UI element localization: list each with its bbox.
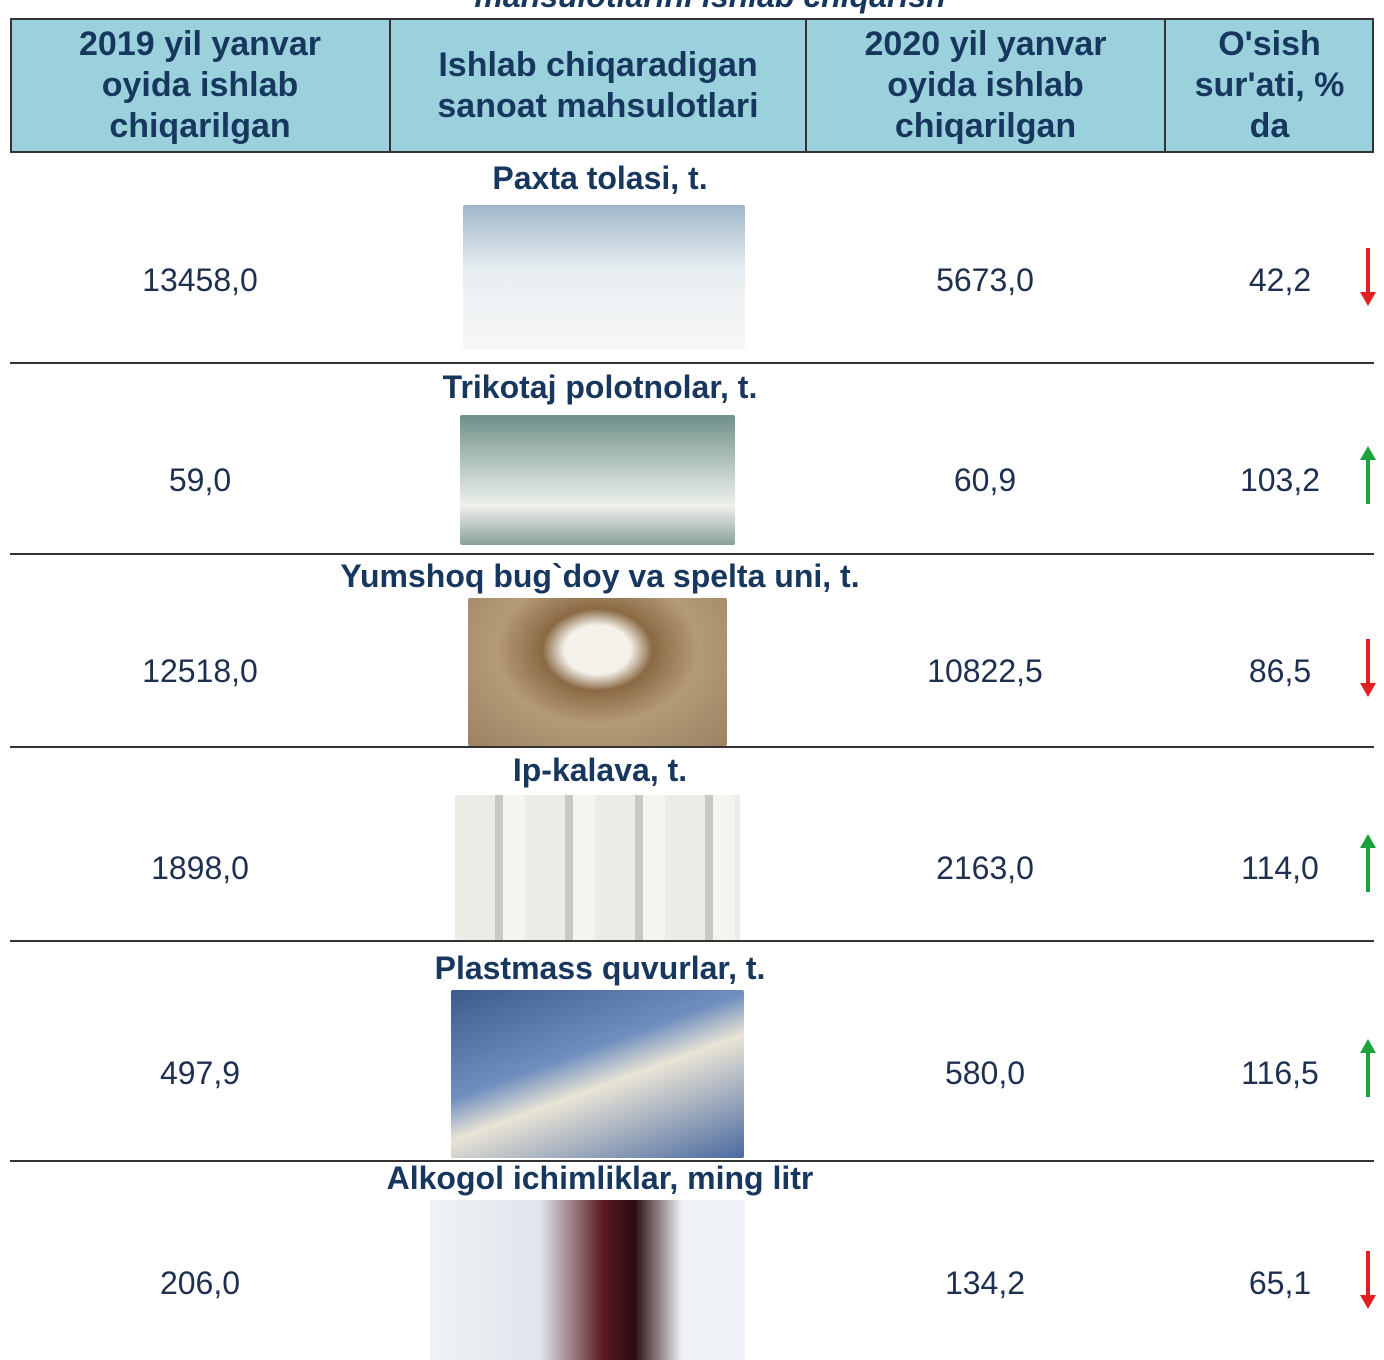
value-2019: 206,0 <box>159 1265 241 1301</box>
growth-rate: 86,5 <box>1248 653 1312 689</box>
product-name: Yumshoq bug`doy va spelta uni, t. <box>340 558 860 594</box>
product-image <box>455 795 740 940</box>
header-cell: Ishlab chiqaradigan sanoat mahsulotlari <box>437 45 759 125</box>
row-divider <box>10 1160 1374 1162</box>
row-divider <box>10 362 1374 364</box>
arrow-down <box>1358 637 1378 697</box>
value-2019: 1898,0 <box>151 850 249 886</box>
arrow-up <box>1358 446 1378 506</box>
col-divider <box>1164 18 1166 153</box>
product-name: Plastmass quvurlar, t. <box>434 950 766 986</box>
product-image <box>460 415 735 545</box>
value-2020: 2163,0 <box>936 850 1034 886</box>
product-name: Ip-kalava, t. <box>512 752 688 788</box>
value-2020: 580,0 <box>944 1055 1026 1091</box>
product-image <box>451 990 744 1158</box>
header-cell: 2020 yil yanvar oyida ishlab chiqarilgan <box>864 25 1107 145</box>
product-name: Alkogol ichimliklar, ming litr <box>386 1160 814 1196</box>
value-2020: 134,2 <box>944 1265 1026 1301</box>
value-2019: 59,0 <box>168 462 232 498</box>
title: mahsulotlarini ishlab chiqarish <box>0 0 1384 15</box>
growth-rate: 42,2 <box>1248 262 1312 298</box>
product-name: Trikotaj polotnolar, t. <box>442 369 758 405</box>
header-bg <box>10 18 1374 153</box>
value-2019: 13458,0 <box>142 262 258 298</box>
value-2019: 497,9 <box>159 1055 241 1091</box>
growth-rate: 114,0 <box>1241 850 1319 886</box>
col-divider <box>805 18 807 153</box>
growth-rate: 103,2 <box>1239 462 1321 498</box>
value-2020: 60,9 <box>953 462 1017 498</box>
arrow-up <box>1358 834 1378 894</box>
header-cell: 2019 yil yanvar oyida ishlab chiqarilgan <box>79 25 321 145</box>
growth-rate: 116,5 <box>1241 1055 1319 1091</box>
header-cell: O'sish sur'ati, % da <box>1194 25 1345 145</box>
value-2020: 5673,0 <box>936 262 1034 298</box>
value-2020: 10822,5 <box>927 653 1043 689</box>
row-divider <box>10 746 1374 748</box>
arrow-up <box>1358 1039 1378 1099</box>
arrow-down <box>1358 1249 1378 1309</box>
product-image <box>430 1200 745 1360</box>
row-divider <box>10 940 1374 942</box>
product-name: Paxta tolasi, t. <box>492 160 708 196</box>
row-divider <box>10 553 1374 555</box>
col-divider <box>389 18 391 153</box>
product-image <box>463 205 745 350</box>
value-2019: 12518,0 <box>142 653 258 689</box>
growth-rate: 65,1 <box>1248 1265 1312 1301</box>
product-image <box>468 598 727 746</box>
arrow-down <box>1358 246 1378 306</box>
